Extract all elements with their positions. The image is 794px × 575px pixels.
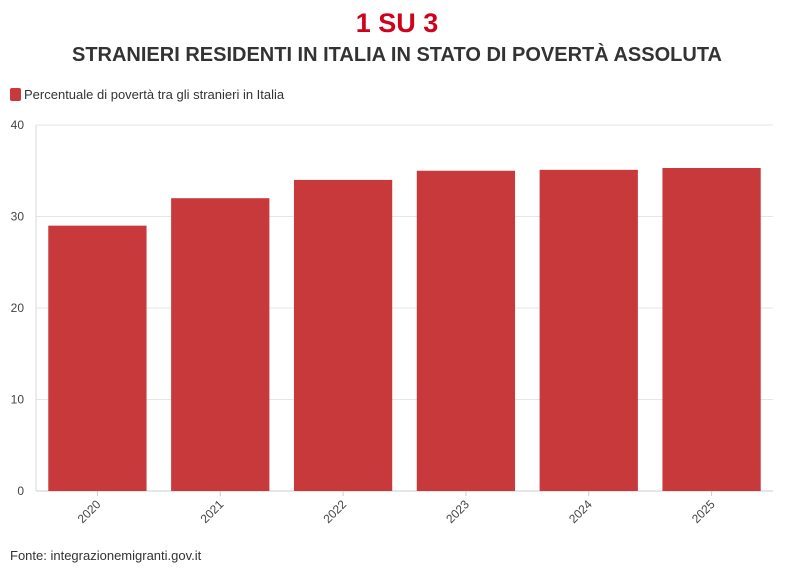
legend-label: Percentuale di povertà tra gli stranieri…	[24, 87, 285, 102]
bar-2023	[416, 170, 516, 491]
x-tick-label: 2022	[320, 497, 349, 526]
legend-swatch	[10, 88, 21, 101]
bar-2024	[539, 169, 638, 491]
y-tick-label: 20	[11, 301, 25, 315]
bar-2025	[662, 168, 761, 491]
legend: Percentuale di povertà tra gli stranieri…	[10, 87, 284, 102]
source-note: Fonte: integrazionemigranti.gov.it	[10, 548, 202, 563]
y-tick-label: 30	[11, 210, 25, 224]
y-tick-label: 40	[11, 118, 25, 132]
bar-2020	[48, 225, 147, 491]
chart-headline: 1 SU 3	[355, 8, 439, 38]
x-tick-label: 2023	[443, 497, 472, 526]
bar-chart: 0 10 20 30 40 2020 2021 2022 2023 2024 2025	[11, 118, 773, 526]
x-tick-label: 2024	[566, 497, 595, 526]
gridlines	[36, 124, 773, 492]
x-tick-label: 2020	[75, 497, 104, 526]
x-tick-label: 2025	[689, 497, 718, 526]
bars	[48, 168, 761, 491]
bar-2021	[171, 198, 270, 491]
x-tick-label: 2021	[198, 497, 227, 526]
y-tick-label: 10	[11, 393, 25, 407]
chart-subheadline: STRANIERI RESIDENTI IN ITALIA IN STATO D…	[71, 44, 723, 66]
y-tick-label: 0	[17, 484, 24, 498]
bar-2022	[293, 179, 393, 491]
